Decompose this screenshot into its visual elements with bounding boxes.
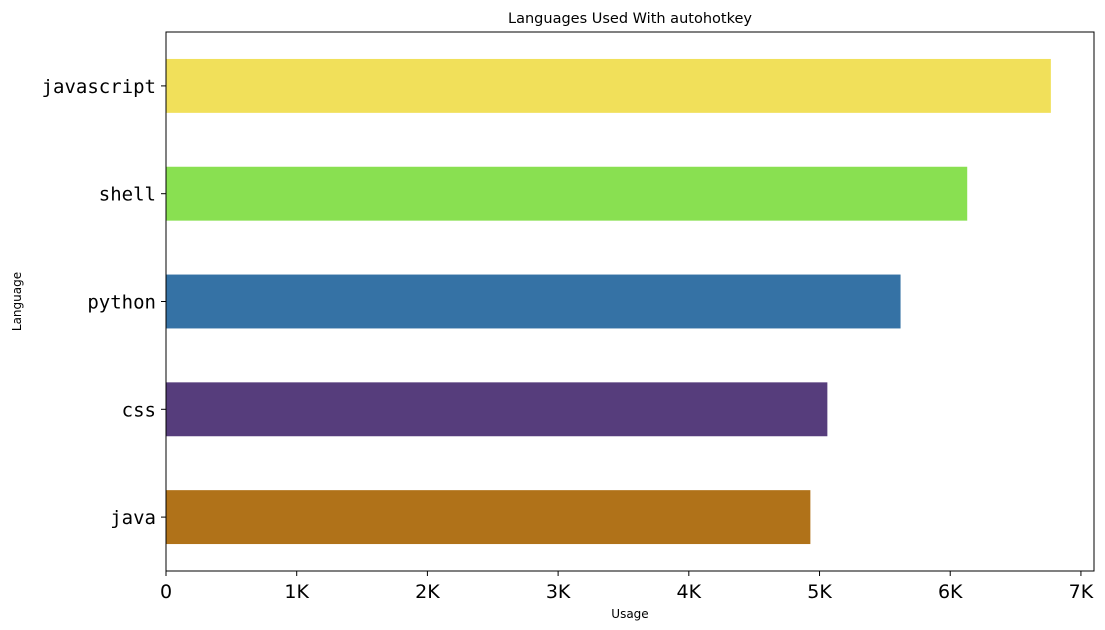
y-tick-label: java — [110, 507, 156, 529]
y-tick-label: css — [122, 399, 156, 421]
x-tick-label: 0 — [160, 581, 172, 603]
y-axis-label: Language — [10, 272, 24, 331]
x-tick-label: 6K — [938, 581, 963, 603]
bars-group — [166, 58, 1051, 545]
bar-shell — [166, 166, 968, 221]
x-axis: 0 1K 2K 3K 4K 5K 6K 7K — [160, 571, 1094, 603]
y-tick-label: javascript — [42, 76, 156, 98]
x-tick-label: 1K — [284, 581, 309, 603]
x-tick-label: 7K — [1069, 581, 1094, 603]
y-axis: javascript shell python css java — [42, 76, 166, 529]
x-tick-label: 4K — [677, 581, 702, 603]
bar-java — [166, 490, 811, 545]
bar-python — [166, 274, 901, 329]
y-tick-label: python — [87, 292, 156, 314]
bar-javascript — [166, 58, 1051, 113]
chart-title: Languages Used With autohotkey — [508, 11, 752, 27]
x-axis-label: Usage — [611, 607, 648, 621]
y-tick-label: shell — [99, 184, 156, 206]
bar-css — [166, 382, 828, 437]
x-tick-label: 5K — [807, 581, 832, 603]
x-tick-label: 3K — [546, 581, 571, 603]
plot-frame — [165, 31, 1095, 572]
x-tick-label: 2K — [415, 581, 440, 603]
